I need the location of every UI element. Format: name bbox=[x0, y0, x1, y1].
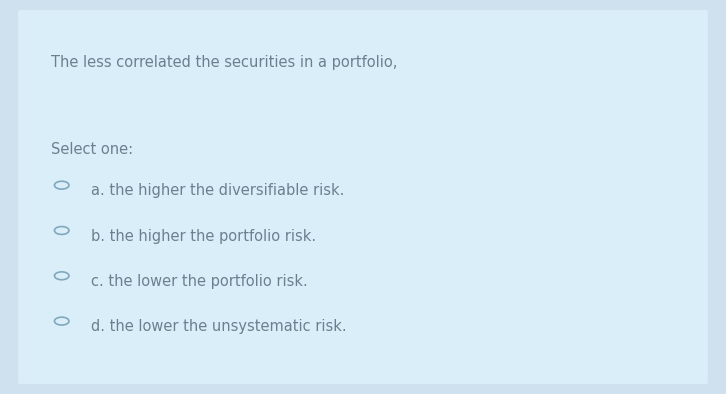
Text: The less correlated the securities in a portfolio,: The less correlated the securities in a … bbox=[51, 55, 397, 70]
Circle shape bbox=[54, 317, 69, 325]
FancyBboxPatch shape bbox=[18, 10, 708, 384]
Circle shape bbox=[54, 181, 69, 189]
Text: c. the lower the portfolio risk.: c. the lower the portfolio risk. bbox=[91, 274, 308, 289]
Text: b. the higher the portfolio risk.: b. the higher the portfolio risk. bbox=[91, 229, 316, 243]
Circle shape bbox=[54, 272, 69, 280]
Text: Select one:: Select one: bbox=[51, 142, 133, 157]
Text: d. the lower the unsystematic risk.: d. the lower the unsystematic risk. bbox=[91, 319, 346, 334]
Text: a. the higher the diversifiable risk.: a. the higher the diversifiable risk. bbox=[91, 183, 344, 198]
Circle shape bbox=[54, 227, 69, 234]
